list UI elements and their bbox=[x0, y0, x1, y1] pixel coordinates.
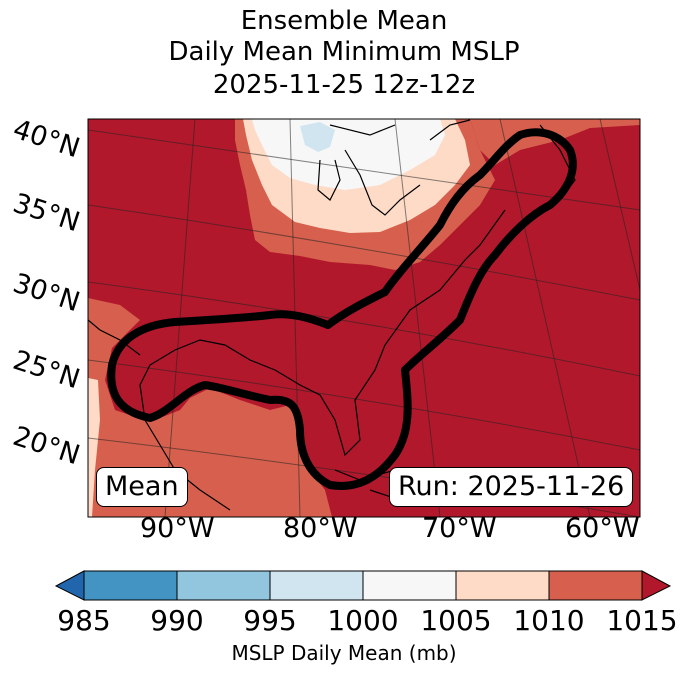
pressure-field-995 bbox=[300, 122, 335, 152]
colorbar-segment-985-990 bbox=[83, 570, 178, 601]
pressure-field-1010-sw bbox=[88, 298, 332, 517]
title-line-1: Ensemble Mean bbox=[240, 6, 448, 36]
colorbar-tick-985: 985 bbox=[57, 604, 111, 637]
colorbar-segment-1010-1015 bbox=[548, 570, 643, 601]
pressure-field-1005-sw bbox=[88, 378, 100, 517]
mean-label-box: Mean bbox=[96, 467, 188, 507]
lon-label-70: 70°W bbox=[422, 513, 497, 544]
colorbar-extend-high bbox=[641, 570, 672, 601]
lon-label-90: 90°W bbox=[140, 513, 215, 544]
colorbar-extend-low bbox=[54, 570, 85, 601]
contour-line bbox=[107, 128, 577, 490]
colorbar-tick-990: 990 bbox=[150, 604, 204, 637]
colorbar-segment-1005-1010 bbox=[455, 570, 550, 601]
colorbar-tick-1005: 1005 bbox=[420, 604, 492, 637]
colorbar-segment-1000-1005 bbox=[362, 570, 457, 601]
title-line-3: 2025-11-25 12z-12z bbox=[212, 70, 476, 100]
run-label-box: Run: 2025-11-26 bbox=[389, 467, 634, 507]
colorbar-segment-990-995 bbox=[176, 570, 271, 601]
lon-label-80: 80°W bbox=[283, 513, 358, 544]
colorbar-label: MSLP Daily Mean (mb) bbox=[231, 641, 457, 665]
colorbar bbox=[54, 570, 672, 601]
colorbar-tick-1015: 1015 bbox=[606, 604, 678, 637]
colorbar-segment-995-1000 bbox=[269, 570, 364, 601]
colorbar-tick-1010: 1010 bbox=[513, 604, 585, 637]
title-line-2: Daily Mean Minimum MSLP bbox=[168, 37, 520, 67]
colorbar-tick-995: 995 bbox=[243, 604, 297, 637]
colorbar-tick-1000: 1000 bbox=[327, 604, 399, 637]
lon-label-60: 60°W bbox=[565, 513, 640, 544]
pressure-field-1010-ne bbox=[470, 119, 640, 165]
